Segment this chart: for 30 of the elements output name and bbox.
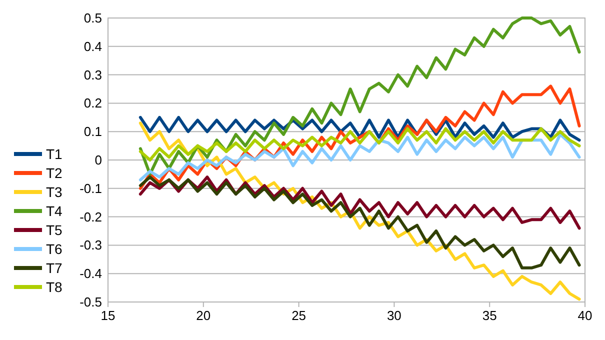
legend-label: T3 xyxy=(46,184,63,200)
y-tick-label: -0.1 xyxy=(80,180,102,196)
legend-label: T5 xyxy=(46,222,63,238)
x-tick-label: 40 xyxy=(578,308,592,323)
y-tick-label: 0.5 xyxy=(84,10,102,26)
y-tick-label: -0.3 xyxy=(80,238,102,253)
y-tick-label: -0.2 xyxy=(80,209,102,224)
y-tick-label: -0.4 xyxy=(80,266,102,282)
x-tick-label: 20 xyxy=(196,308,211,323)
y-tick-label: 0.1 xyxy=(84,124,102,140)
x-tick-label: 30 xyxy=(386,308,402,323)
y-tick-label: 0.2 xyxy=(84,96,102,111)
legend-label: T1 xyxy=(46,146,63,162)
legend-label: T6 xyxy=(46,241,63,257)
line-series xyxy=(138,176,581,230)
y-tick-label: 0.4 xyxy=(84,38,102,54)
legend-label: T2 xyxy=(46,165,63,181)
x-tick-label: 35 xyxy=(482,308,497,323)
line-series xyxy=(138,16,581,176)
x-tick-label: 25 xyxy=(292,308,306,323)
legend-label: T8 xyxy=(46,279,63,295)
line-series xyxy=(138,176,581,270)
line-series xyxy=(138,132,581,182)
line-series xyxy=(138,127,581,162)
y-tick-label: 0.3 xyxy=(84,67,102,82)
legend-label: T7 xyxy=(46,260,63,276)
y-tick-label: 0 xyxy=(94,152,102,168)
y-tick-label: -0.5 xyxy=(80,294,102,310)
x-tick-label: 15 xyxy=(100,308,116,323)
legend-label: T4 xyxy=(46,203,63,219)
